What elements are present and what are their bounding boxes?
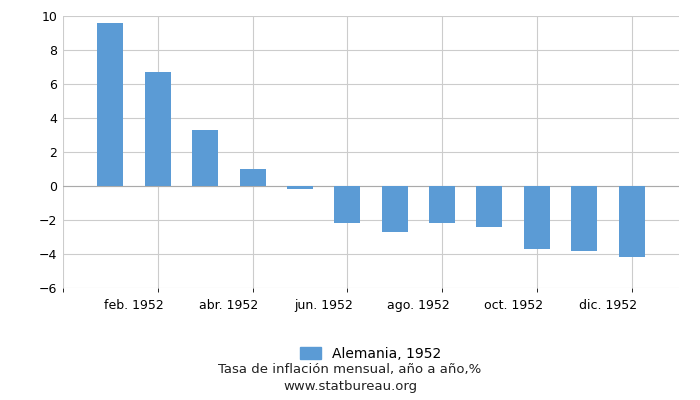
Bar	[382, 186, 407, 232]
Bar	[571, 186, 597, 250]
Bar	[97, 23, 123, 186]
Bar	[477, 186, 503, 227]
Bar	[335, 186, 360, 223]
Legend: Alemania, 1952: Alemania, 1952	[295, 341, 447, 366]
Bar	[192, 130, 218, 186]
Bar	[429, 186, 455, 223]
Bar	[145, 72, 171, 186]
Text: www.statbureau.org: www.statbureau.org	[283, 380, 417, 393]
Bar	[287, 186, 313, 190]
Bar	[524, 186, 550, 249]
Bar	[239, 169, 265, 186]
Bar	[619, 186, 645, 258]
Text: Tasa de inflación mensual, año a año,%: Tasa de inflación mensual, año a año,%	[218, 364, 482, 376]
